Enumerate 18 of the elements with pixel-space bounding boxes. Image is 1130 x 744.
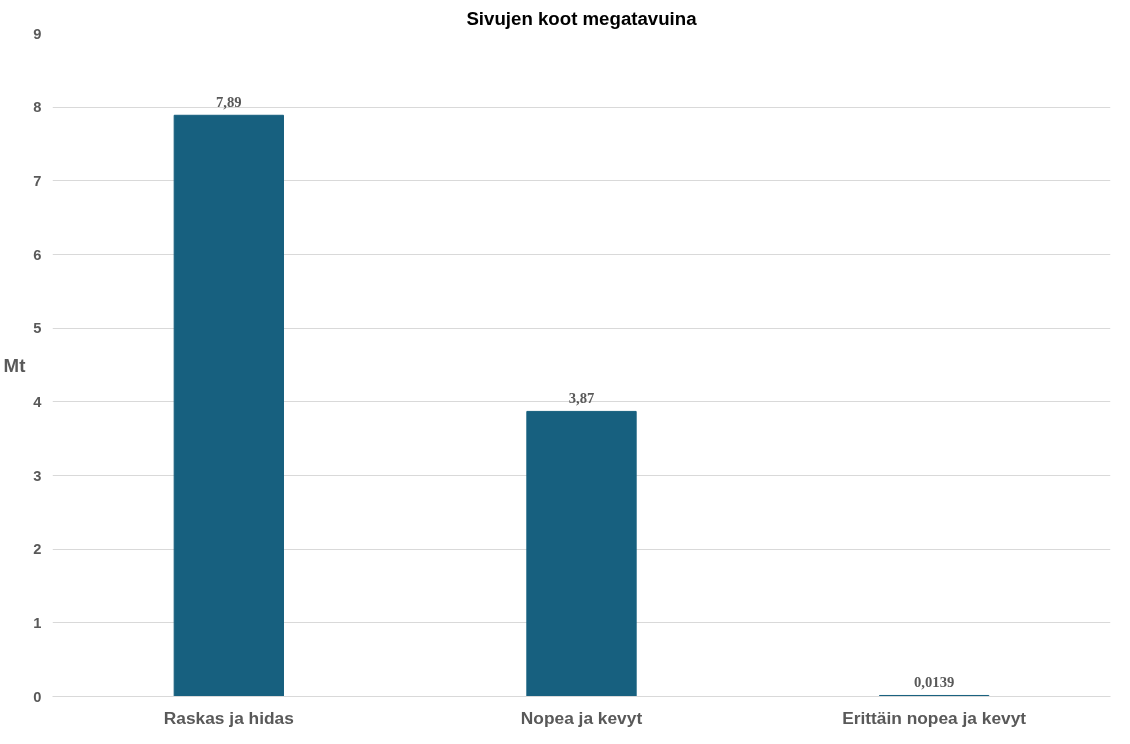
y-tick-label: 2 <box>33 541 42 558</box>
y-tick-label: 3 <box>33 467 42 484</box>
y-tick-label: 6 <box>33 246 42 263</box>
data-label: 0,0139 <box>914 674 955 691</box>
y-axis-title: Mt <box>3 354 26 376</box>
y-tick-label: 9 <box>33 25 42 42</box>
data-label: 7,89 <box>216 94 242 111</box>
data-label: 3,87 <box>568 390 595 407</box>
y-tick-label: 5 <box>33 320 42 337</box>
y-tick-label: 4 <box>33 393 43 410</box>
x-tick-label: Raskas ja hidas <box>163 707 294 728</box>
y-tick-label: 1 <box>33 614 42 631</box>
y-tick-label: 0 <box>33 688 42 705</box>
y-tick-label: 7 <box>33 172 42 189</box>
chart-title: Sivujen koot megatavuina <box>466 7 698 29</box>
x-tick-label: Nopea ja kevyt <box>520 707 643 728</box>
x-tick-label: Erittäin nopea ja kevyt <box>842 707 1027 728</box>
y-tick-label: 8 <box>33 99 42 116</box>
